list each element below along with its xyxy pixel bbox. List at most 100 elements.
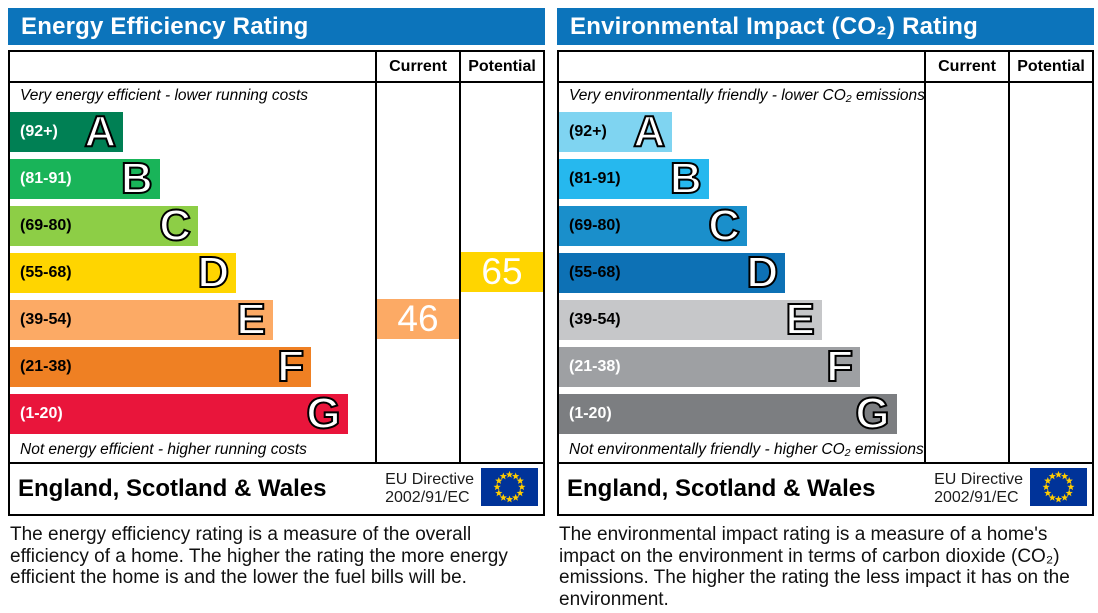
current-column-header: Current xyxy=(375,52,459,81)
band-range-label: (1-20) xyxy=(569,404,612,422)
potential-column-cell: 65 xyxy=(459,249,543,296)
band-bar: (55-68) D xyxy=(10,249,237,296)
band-range-label: (39-54) xyxy=(20,310,72,328)
rating-band-row: (55-68) D xyxy=(559,249,1092,296)
eu-flag-icon xyxy=(1030,467,1087,506)
band-letter: A xyxy=(632,108,666,155)
current-column-cell xyxy=(924,108,1008,155)
band-letter: E xyxy=(784,296,815,343)
band-letter: D xyxy=(197,249,231,296)
potential-column-cell xyxy=(1008,390,1092,437)
environmental-impact-description: The environmental impact rating is a mea… xyxy=(559,524,1070,610)
rating-band-row: (69-80) C xyxy=(559,202,1092,249)
band-bar: (1-20) G xyxy=(10,390,348,436)
chart-footer: England, Scotland & Wales EU Directive 2… xyxy=(559,462,1092,514)
band-bar-cell: (21-38) F xyxy=(10,343,375,390)
current-column-cell xyxy=(375,437,459,462)
column-header-row: Current Potential xyxy=(10,52,543,83)
eu-directive-line1: EU Directive xyxy=(385,471,474,489)
band-bar: (92+) A xyxy=(559,108,673,155)
energy-efficiency-description: The energy efficiency rating is a measur… xyxy=(10,524,508,589)
band-range-label: (69-80) xyxy=(569,216,621,234)
current-column-header: Current xyxy=(924,52,1008,81)
potential-rating-value: 65 xyxy=(461,251,543,292)
rating-band-row: (69-80) C xyxy=(10,202,543,249)
potential-column-cell xyxy=(459,83,543,108)
band-letter: G xyxy=(854,390,890,437)
potential-column-cell xyxy=(459,343,543,390)
column-header-row: Current Potential xyxy=(559,52,1092,83)
band-bar: (69-80) C xyxy=(10,202,198,249)
potential-column-cell xyxy=(1008,155,1092,202)
energy-efficiency-title-bar: Energy Efficiency Rating xyxy=(8,8,545,45)
eu-directive-line1: EU Directive xyxy=(934,471,1023,489)
current-column-cell xyxy=(924,296,1008,343)
band-bar: (92+) A xyxy=(10,108,124,155)
rating-band-row: (39-54) E xyxy=(559,296,1092,343)
band-letter: E xyxy=(235,296,266,343)
band-bar: (21-38) F xyxy=(10,343,312,389)
rating-band-row: (21-38) F xyxy=(559,343,1092,390)
potential-column-cell xyxy=(459,202,543,249)
eu-directive-label: EU Directive 2002/91/EC xyxy=(385,471,474,507)
current-column-cell xyxy=(375,155,459,202)
bottom-caption: Not environmentally friendly - higher CO… xyxy=(569,440,924,458)
current-column-cell xyxy=(924,155,1008,202)
current-column-cell xyxy=(375,249,459,296)
band-bar-cell: (81-91) B xyxy=(559,155,924,202)
band-range-label: (1-20) xyxy=(20,404,63,422)
potential-column-cell xyxy=(459,296,543,343)
band-bar-cell: (81-91) B xyxy=(10,155,375,202)
band-bar-cell: (92+) A xyxy=(559,108,924,155)
environmental-impact-title-bar: Environmental Impact (CO₂) Rating xyxy=(557,8,1094,45)
eu-flag-slot xyxy=(474,467,538,511)
band-bar-cell: (39-54) E xyxy=(559,296,924,343)
bottom-caption: Not energy efficient - higher running co… xyxy=(20,440,307,458)
top-caption: Very energy efficient - lower running co… xyxy=(20,86,309,104)
band-letter: B xyxy=(669,155,703,202)
band-range-label: (92+) xyxy=(20,122,58,140)
band-bar: (21-38) F xyxy=(559,343,861,390)
current-column-cell xyxy=(924,343,1008,390)
rating-band-row: (92+) A xyxy=(559,108,1092,155)
current-column-cell xyxy=(924,202,1008,249)
rating-band-row: (1-20) G xyxy=(559,390,1092,437)
current-column-cell xyxy=(924,83,1008,108)
potential-column-header: Potential xyxy=(1008,52,1092,81)
band-letter: C xyxy=(707,202,741,249)
band-bar-cell: (69-80) C xyxy=(10,202,375,249)
rating-band-row: (39-54) E 46 xyxy=(10,296,543,343)
potential-column-header: Potential xyxy=(459,52,543,81)
rating-band-row: (92+) A xyxy=(10,108,543,155)
potential-column-cell xyxy=(1008,83,1092,108)
current-column-cell xyxy=(924,249,1008,296)
band-range-label: (21-38) xyxy=(20,357,72,375)
band-range-label: (81-91) xyxy=(20,169,72,187)
band-range-label: (81-91) xyxy=(569,169,621,187)
rating-band-row: (81-91) B xyxy=(559,155,1092,202)
current-column-cell xyxy=(375,108,459,155)
band-bar-cell: (55-68) D xyxy=(10,249,375,296)
energy-efficiency-panel: Energy Efficiency Rating Current Potenti… xyxy=(0,0,549,611)
current-column-cell xyxy=(924,437,1008,462)
energy-efficiency-chart: Current Potential Very energy efficient … xyxy=(8,50,545,516)
potential-column-cell xyxy=(459,155,543,202)
band-range-label: (69-80) xyxy=(20,216,72,234)
band-range-label: (39-54) xyxy=(569,310,621,328)
band-letter: F xyxy=(825,343,854,390)
potential-column-cell xyxy=(459,390,543,437)
potential-column-cell xyxy=(459,108,543,155)
current-column-cell xyxy=(375,343,459,390)
band-range-label: (21-38) xyxy=(569,357,621,375)
band-range-label: (55-68) xyxy=(569,263,621,281)
band-letter: C xyxy=(158,202,192,249)
current-column-cell xyxy=(375,83,459,108)
eu-directive-label: EU Directive 2002/91/EC xyxy=(934,471,1023,507)
potential-column-cell xyxy=(1008,108,1092,155)
band-letter: A xyxy=(83,108,117,155)
rating-band-row: (81-91) B xyxy=(10,155,543,202)
band-range-label: (55-68) xyxy=(20,263,72,281)
band-bar-cell: (55-68) D xyxy=(559,249,924,296)
band-bar-cell: (69-80) C xyxy=(559,202,924,249)
